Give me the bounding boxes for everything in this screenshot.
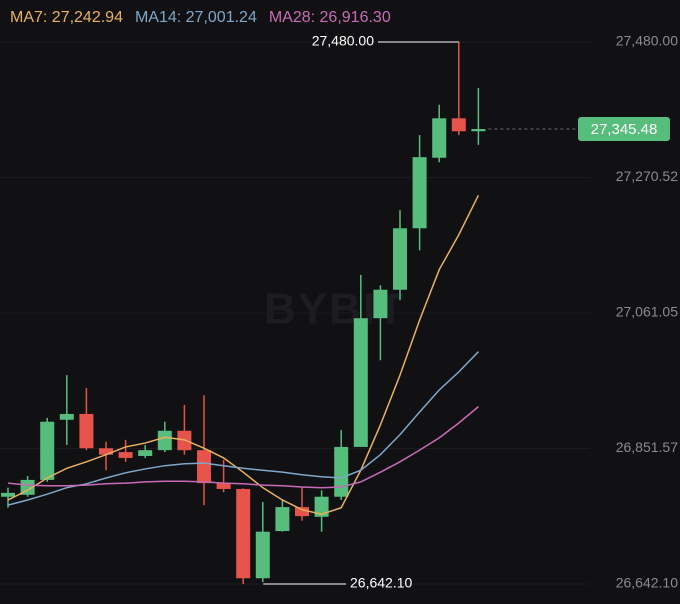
candle-body — [314, 496, 329, 517]
ma-line — [7, 351, 479, 506]
candle-body — [334, 446, 349, 497]
price-badge — [578, 117, 670, 142]
y-tick-label: 27,061.05 — [616, 304, 678, 320]
candle-body — [40, 421, 55, 480]
ma-line — [7, 406, 479, 489]
low-label: 26,642.10 — [350, 575, 412, 591]
candle-body — [275, 507, 290, 532]
candle-body — [99, 448, 113, 455]
candle-body — [353, 318, 368, 447]
candle-body — [471, 129, 486, 132]
ma-line — [7, 195, 480, 515]
candle-body — [1, 492, 15, 497]
legend-entry: MA7: 27,242.94 — [10, 9, 123, 26]
candle-body — [393, 228, 407, 290]
legend-entry: MA14: 27,001.24 — [135, 9, 257, 26]
candle-body — [216, 483, 231, 489]
candle-body — [451, 118, 466, 132]
price-label: 27,345.48 — [591, 121, 658, 138]
candle-body — [197, 450, 211, 484]
candle-body — [255, 531, 270, 579]
candle-body — [432, 118, 447, 158]
legend-entry: MA28: 26,916.30 — [269, 9, 391, 26]
candle-body — [138, 450, 153, 456]
candle-body — [236, 488, 251, 579]
y-tick-label: 27,270.52 — [616, 168, 678, 184]
y-tick-label: 26,642.10 — [616, 575, 678, 591]
candle-body — [412, 157, 427, 229]
candle-body — [157, 430, 172, 451]
candle-body — [373, 289, 388, 319]
candle-body — [20, 479, 35, 495]
y-tick-label: 26,851.57 — [616, 439, 678, 455]
high-label: 27,480.00 — [312, 33, 374, 49]
y-tick-label: 27,480.00 — [616, 33, 678, 49]
candle-body — [59, 413, 74, 420]
candle-body — [295, 507, 309, 517]
candle-body — [79, 413, 94, 449]
candle-body — [118, 452, 133, 458]
